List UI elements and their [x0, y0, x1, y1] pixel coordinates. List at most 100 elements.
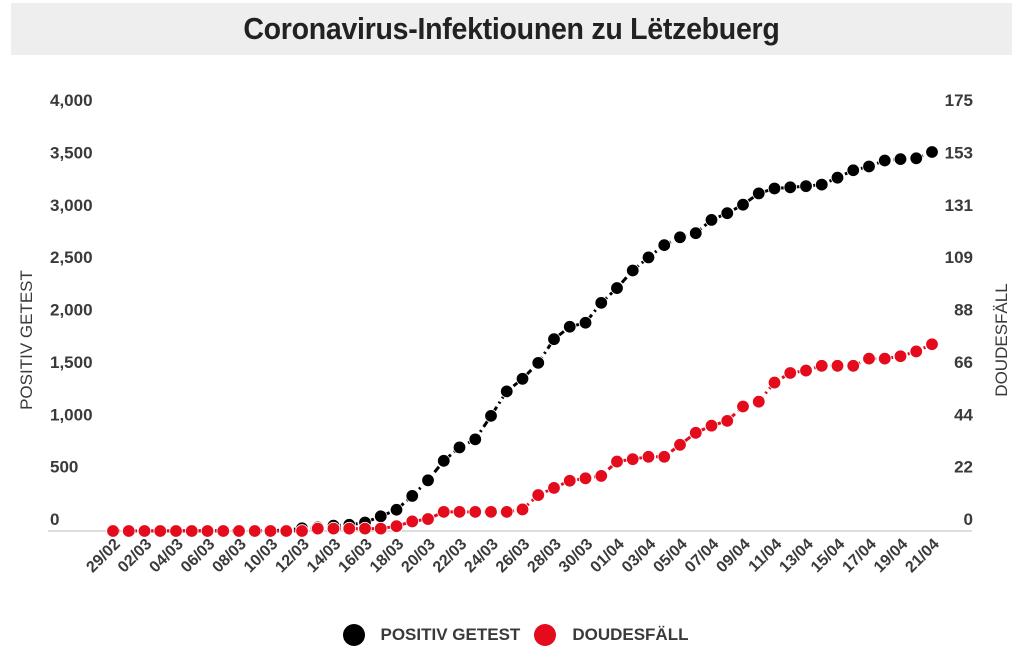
- data-point[interactable]: [830, 359, 845, 373]
- legend-item-positiv-getest[interactable]: POSITIV GETEST: [342, 624, 520, 646]
- data-point[interactable]: [295, 524, 309, 538]
- data-point[interactable]: [578, 316, 593, 330]
- data-point[interactable]: [484, 409, 498, 423]
- data-point[interactable]: [846, 163, 860, 177]
- series-doudesfall: [106, 337, 939, 538]
- data-point[interactable]: [452, 505, 467, 519]
- legend-marker-icon: [342, 624, 365, 646]
- data-point[interactable]: [484, 505, 498, 519]
- data-point[interactable]: [752, 395, 766, 409]
- y-tick-label-right: 175: [945, 91, 973, 110]
- data-point[interactable]: [405, 514, 419, 529]
- data-point[interactable]: [200, 524, 215, 538]
- data-point[interactable]: [925, 145, 939, 159]
- data-point[interactable]: [311, 521, 325, 536]
- data-point[interactable]: [500, 505, 514, 519]
- data-point[interactable]: [783, 366, 797, 380]
- data-point[interactable]: [437, 505, 451, 519]
- data-point[interactable]: [248, 524, 262, 538]
- data-point[interactable]: [437, 454, 451, 468]
- data-point[interactable]: [594, 296, 608, 310]
- data-point[interactable]: [909, 151, 923, 165]
- x-tick-label: 26/03: [493, 536, 533, 576]
- x-tick-label: 16/03: [335, 536, 375, 576]
- data-point[interactable]: [531, 356, 545, 370]
- data-point[interactable]: [925, 337, 939, 351]
- data-point[interactable]: [137, 524, 152, 538]
- data-point[interactable]: [878, 351, 892, 366]
- data-point[interactable]: [468, 505, 482, 519]
- data-point[interactable]: [578, 471, 593, 486]
- data-point[interactable]: [421, 512, 435, 526]
- series-layer: [106, 145, 939, 538]
- data-point[interactable]: [799, 179, 813, 193]
- data-point[interactable]: [673, 438, 687, 452]
- data-point[interactable]: [846, 359, 860, 373]
- data-point[interactable]: [452, 440, 467, 455]
- legend-item-doudesfall[interactable]: DOUDESFÄLL: [534, 624, 688, 646]
- data-point[interactable]: [531, 488, 545, 502]
- data-point[interactable]: [783, 180, 797, 195]
- data-point[interactable]: [736, 198, 750, 212]
- data-point[interactable]: [515, 502, 530, 517]
- data-point[interactable]: [878, 153, 892, 168]
- data-point[interactable]: [720, 414, 734, 428]
- data-point[interactable]: [799, 363, 813, 378]
- data-point[interactable]: [752, 186, 766, 201]
- data-point[interactable]: [374, 509, 388, 524]
- data-point[interactable]: [610, 281, 624, 295]
- data-point[interactable]: [736, 399, 750, 414]
- data-point[interactable]: [830, 170, 845, 185]
- data-point[interactable]: [263, 524, 278, 538]
- data-point[interactable]: [704, 213, 719, 227]
- data-point[interactable]: [185, 524, 199, 538]
- data-point[interactable]: [641, 450, 656, 464]
- data-point[interactable]: [893, 152, 908, 166]
- data-point[interactable]: [909, 344, 923, 359]
- data-point[interactable]: [358, 521, 372, 536]
- data-point[interactable]: [563, 474, 577, 488]
- data-point[interactable]: [626, 263, 640, 278]
- data-point[interactable]: [342, 521, 356, 536]
- data-point[interactable]: [547, 332, 561, 346]
- data-point[interactable]: [468, 432, 482, 447]
- data-point[interactable]: [815, 177, 829, 192]
- data-point[interactable]: [657, 450, 671, 464]
- data-point[interactable]: [389, 519, 404, 533]
- data-point[interactable]: [720, 206, 734, 220]
- data-point[interactable]: [862, 351, 876, 366]
- data-point[interactable]: [374, 521, 388, 536]
- data-point[interactable]: [689, 426, 703, 440]
- data-point[interactable]: [610, 454, 624, 469]
- data-point[interactable]: [862, 159, 876, 174]
- x-tick-label: 10/03: [241, 536, 281, 576]
- data-point[interactable]: [169, 524, 183, 538]
- data-point[interactable]: [563, 320, 577, 334]
- data-point[interactable]: [641, 250, 656, 265]
- data-point[interactable]: [421, 473, 435, 488]
- data-point[interactable]: [216, 524, 230, 538]
- data-point[interactable]: [815, 359, 829, 373]
- data-point[interactable]: [657, 238, 671, 252]
- data-point[interactable]: [326, 521, 341, 536]
- data-point[interactable]: [405, 489, 419, 503]
- data-point[interactable]: [893, 349, 908, 363]
- data-point[interactable]: [232, 524, 246, 538]
- data-point[interactable]: [547, 481, 561, 495]
- data-point[interactable]: [279, 524, 293, 538]
- data-point[interactable]: [122, 524, 136, 538]
- data-point[interactable]: [673, 230, 687, 244]
- data-point[interactable]: [689, 226, 703, 240]
- data-point[interactable]: [767, 375, 782, 390]
- x-tick-label: 03/04: [619, 536, 659, 576]
- data-point[interactable]: [626, 452, 640, 466]
- x-tick-label: 01/04: [587, 536, 627, 576]
- data-point[interactable]: [594, 469, 608, 483]
- data-point[interactable]: [767, 181, 782, 196]
- data-point[interactable]: [500, 384, 514, 399]
- data-point[interactable]: [704, 418, 719, 433]
- data-point[interactable]: [106, 524, 120, 538]
- data-point[interactable]: [389, 503, 404, 517]
- data-point[interactable]: [515, 372, 530, 386]
- data-point[interactable]: [153, 524, 167, 538]
